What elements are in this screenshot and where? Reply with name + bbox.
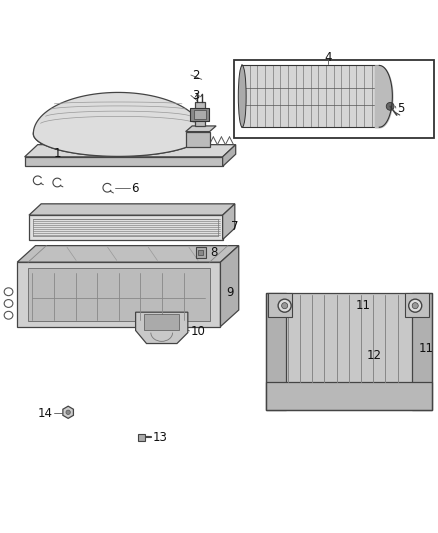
Bar bbox=[412, 293, 431, 410]
Text: 12: 12 bbox=[366, 349, 381, 362]
Bar bbox=[266, 382, 431, 410]
Ellipse shape bbox=[278, 299, 291, 312]
Bar bbox=[242, 66, 379, 127]
Text: 11: 11 bbox=[355, 299, 371, 312]
Bar bbox=[25, 157, 223, 166]
Text: 10: 10 bbox=[191, 325, 206, 338]
Bar bbox=[29, 215, 223, 239]
Polygon shape bbox=[25, 144, 236, 157]
Bar bbox=[266, 293, 431, 410]
Ellipse shape bbox=[282, 303, 288, 309]
Bar bbox=[186, 132, 210, 147]
Text: 5: 5 bbox=[398, 102, 405, 115]
Bar bbox=[196, 247, 206, 258]
Bar bbox=[406, 293, 429, 317]
Text: 6: 6 bbox=[131, 182, 139, 195]
Polygon shape bbox=[136, 312, 188, 344]
Ellipse shape bbox=[386, 102, 394, 110]
Bar bbox=[233, 60, 434, 138]
Text: 13: 13 bbox=[153, 431, 168, 443]
Text: 4: 4 bbox=[325, 51, 332, 63]
Bar bbox=[190, 108, 209, 120]
Polygon shape bbox=[223, 144, 236, 166]
Polygon shape bbox=[220, 246, 239, 327]
Bar bbox=[194, 110, 206, 118]
Bar bbox=[266, 293, 431, 410]
Text: 2: 2 bbox=[192, 69, 200, 82]
Bar bbox=[266, 293, 286, 410]
Polygon shape bbox=[144, 314, 179, 330]
Bar bbox=[268, 293, 292, 317]
Bar bbox=[17, 262, 220, 327]
Text: 11: 11 bbox=[418, 342, 434, 355]
Ellipse shape bbox=[412, 303, 418, 309]
Ellipse shape bbox=[238, 66, 246, 127]
Polygon shape bbox=[17, 246, 239, 262]
Ellipse shape bbox=[66, 410, 71, 415]
Polygon shape bbox=[186, 126, 216, 132]
Text: 3: 3 bbox=[192, 90, 200, 102]
Ellipse shape bbox=[409, 299, 422, 312]
Polygon shape bbox=[63, 406, 74, 418]
Bar bbox=[28, 268, 210, 321]
Text: 8: 8 bbox=[210, 246, 218, 259]
Bar bbox=[138, 434, 145, 441]
Text: 1: 1 bbox=[53, 147, 61, 160]
Polygon shape bbox=[29, 204, 235, 215]
Text: 9: 9 bbox=[226, 286, 233, 299]
Bar bbox=[198, 250, 204, 255]
Polygon shape bbox=[33, 92, 203, 156]
Polygon shape bbox=[223, 204, 235, 239]
Text: 7: 7 bbox=[231, 220, 239, 233]
Ellipse shape bbox=[33, 111, 203, 156]
Text: 14: 14 bbox=[38, 407, 53, 419]
Bar bbox=[194, 102, 205, 126]
